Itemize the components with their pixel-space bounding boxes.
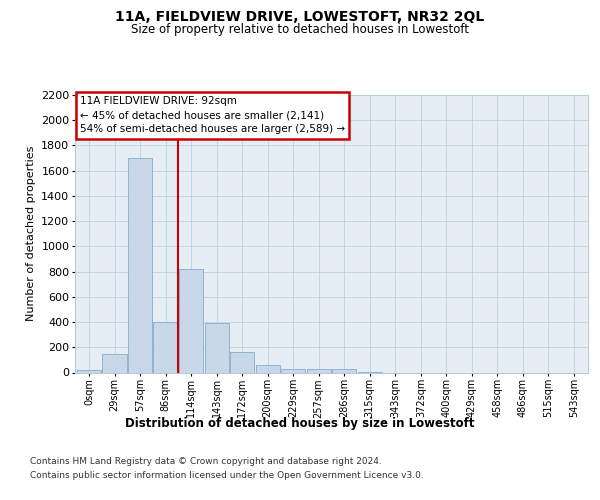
Bar	[154, 322, 178, 372]
Bar	[307, 370, 331, 372]
Text: Distribution of detached houses by size in Lowestoft: Distribution of detached houses by size …	[125, 418, 475, 430]
Text: 11A FIELDVIEW DRIVE: 92sqm
← 45% of detached houses are smaller (2,141)
54% of s: 11A FIELDVIEW DRIVE: 92sqm ← 45% of deta…	[80, 96, 345, 134]
Bar	[77, 370, 101, 372]
Y-axis label: Number of detached properties: Number of detached properties	[26, 146, 35, 322]
Bar	[103, 354, 127, 372]
Text: Size of property relative to detached houses in Lowestoft: Size of property relative to detached ho…	[131, 22, 469, 36]
Text: Contains public sector information licensed under the Open Government Licence v3: Contains public sector information licen…	[30, 471, 424, 480]
Bar	[128, 158, 152, 372]
Bar	[256, 365, 280, 372]
Bar	[230, 352, 254, 372]
Text: Contains HM Land Registry data © Crown copyright and database right 2024.: Contains HM Land Registry data © Crown c…	[30, 458, 382, 466]
Bar	[281, 368, 305, 372]
Bar	[332, 370, 356, 372]
Bar	[179, 269, 203, 372]
Text: 11A, FIELDVIEW DRIVE, LOWESTOFT, NR32 2QL: 11A, FIELDVIEW DRIVE, LOWESTOFT, NR32 2Q…	[115, 10, 485, 24]
Bar	[205, 324, 229, 372]
